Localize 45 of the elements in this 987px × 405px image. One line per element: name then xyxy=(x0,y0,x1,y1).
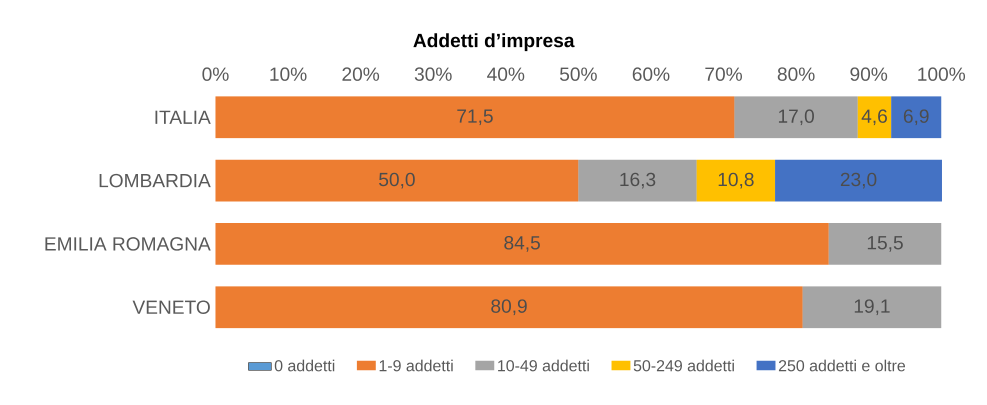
data-label: 80,9 xyxy=(491,299,527,316)
x-tick-label: 80% xyxy=(778,67,815,81)
bar xyxy=(578,160,697,202)
data-label: 4,6 xyxy=(862,109,887,126)
data-label: 50,0 xyxy=(379,172,415,188)
data-label: 16,3 xyxy=(620,172,656,188)
x-tick-label: 60% xyxy=(632,67,670,81)
data-label: 6,9 xyxy=(904,109,929,126)
data-label: 15,5 xyxy=(868,236,903,252)
bar xyxy=(775,160,942,202)
legend-label: 50-249 addetti xyxy=(634,360,734,372)
legend-label: 1-9 addetti xyxy=(380,360,453,372)
x-tick-label: 70% xyxy=(705,67,742,81)
x-tick-label: 90% xyxy=(850,67,888,81)
bar xyxy=(858,96,892,138)
bar xyxy=(696,160,776,202)
x-tick-label: 30% xyxy=(414,67,452,81)
x-tick-label: 100% xyxy=(918,67,966,81)
chart-title: Addetti d’impresa xyxy=(413,33,575,52)
bar xyxy=(828,223,942,265)
data-label: 17,0 xyxy=(778,109,814,126)
data-label: 84,5 xyxy=(504,236,540,252)
bar xyxy=(215,96,734,138)
y-tick-label: VENETO xyxy=(132,300,210,314)
legend-label: 0 addetti xyxy=(274,360,334,372)
x-tick-label: 20% xyxy=(342,67,380,81)
bar xyxy=(891,96,942,138)
legend-label: 10-49 addetti xyxy=(498,360,589,372)
y-tick-label: LOMBARDIA xyxy=(100,174,211,188)
data-label: 23,0 xyxy=(840,172,876,188)
x-tick-label: 10% xyxy=(270,67,307,81)
data-label: 10,8 xyxy=(718,172,754,188)
bar xyxy=(215,160,578,202)
y-tick-label: ITALIA xyxy=(155,110,211,124)
y-tick-label: EMILIA ROMAGNA xyxy=(45,237,211,251)
x-tick-label: 0% xyxy=(202,67,229,81)
bar xyxy=(802,286,942,328)
x-tick-label: 50% xyxy=(560,67,597,81)
data-label: 19,1 xyxy=(854,299,890,316)
bar xyxy=(215,286,803,328)
bar xyxy=(734,96,858,138)
legend-label: 250 addetti e oltre xyxy=(778,360,906,372)
data-label: 71,5 xyxy=(457,109,493,126)
x-tick-label: 40% xyxy=(487,67,524,81)
bar xyxy=(215,223,829,265)
